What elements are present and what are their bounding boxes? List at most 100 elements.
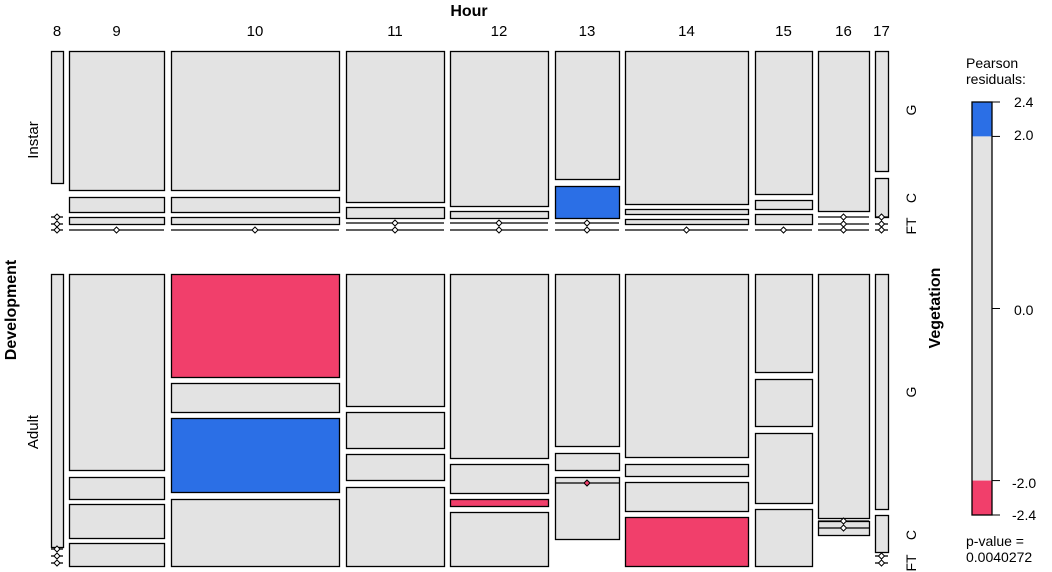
empty-cell-marker [251, 226, 259, 234]
tile-adult-h12-ft [449, 511, 550, 568]
chart-title: Hour [450, 3, 487, 20]
tile-instar-h17-g [874, 50, 890, 173]
row-label-adult: Adult [25, 414, 42, 449]
tile-instar-h16-g [817, 50, 871, 213]
row-label-instar: Instar [25, 121, 42, 159]
empty-cell-marker [112, 226, 121, 234]
empty-cell-marker [839, 524, 848, 532]
row-axis-label: Development [3, 259, 20, 360]
empty-cell-marker [495, 226, 503, 234]
tile-adult-h14-g [624, 273, 750, 459]
veg-label-c-adult: C [903, 530, 919, 540]
tile-adult-h9-c2 [68, 503, 166, 540]
tile-instar-h17-c [874, 177, 890, 219]
tile-adult-h15-g2 [754, 378, 814, 428]
tile-adult-h15-ft [754, 508, 814, 568]
empty-cell-marker [583, 226, 591, 234]
hour-label-11: 11 [387, 23, 403, 40]
veg-label-ft-adult: FT [903, 554, 919, 572]
tile-adult-h9-c [68, 476, 166, 501]
empty-cell-marker [877, 220, 886, 228]
tile-adult-h14-c [624, 481, 750, 513]
empty-cell-marker [779, 226, 788, 234]
tile-adult-h17-g [874, 273, 890, 511]
hour-label-10: 10 [247, 23, 264, 40]
tile-adult-h15-g [754, 273, 814, 374]
tile-adult-h11-ft [345, 486, 446, 568]
legend-title-line2: residuals: [966, 71, 1026, 87]
empty-cell-marker [877, 552, 886, 560]
tile-adult-h12-g [449, 273, 550, 460]
tile-adult-h14-ft [624, 516, 750, 568]
legend-tick-label-0-0: 0.0 [1014, 302, 1034, 318]
empty-cell-marker [877, 213, 886, 221]
veg-label-ft-instar: FT [903, 217, 919, 235]
empty-cell-marker [391, 226, 399, 234]
legend-positive-band [972, 102, 992, 137]
empty-cell-marker [839, 226, 848, 234]
tile-instar-h13-g [554, 50, 621, 181]
legend-neutral-band [972, 136, 992, 481]
tile-adult-h12-c2 [449, 498, 550, 508]
empty-cell-marker [53, 213, 61, 221]
empty-cell-marker [53, 220, 61, 228]
tile-instar-h10-g [170, 50, 341, 192]
hour-label-17: 17 [873, 23, 890, 40]
tile-instar-h15-c2 [754, 213, 814, 226]
tile-adult-h11-c [345, 453, 446, 482]
tile-instar-h14-g [624, 50, 750, 206]
empty-cell-marker [682, 226, 691, 234]
tile-instar-h11-g [345, 50, 446, 204]
tile-adult-h17-c [874, 514, 890, 554]
tile-adult-h13-ft [554, 476, 621, 541]
empty-cell-marker [53, 545, 61, 553]
empty-cell-marker [53, 559, 61, 567]
empty-cell-marker [839, 220, 848, 228]
tile-instar-h10-c [170, 196, 341, 214]
tile-instar-h15-g [754, 50, 814, 196]
empty-cell-marker [53, 552, 61, 560]
tile-instar-h12-g [449, 50, 550, 208]
tile-adult-h10-ft [170, 498, 341, 568]
tile-instar-h10-c2 [170, 216, 341, 226]
tile-instar-h11-c [345, 206, 446, 220]
legend: Pearson residuals: 2.4 2.0 0.0 -2.0 -2.4… [966, 55, 1036, 565]
tile-adult-h13-g [554, 273, 621, 448]
hour-label-14: 14 [678, 23, 695, 40]
hour-label-9: 9 [112, 23, 120, 40]
hour-label-12: 12 [491, 23, 508, 40]
empty-cell-marker [583, 479, 591, 487]
tile-adult-h12-c [449, 463, 550, 495]
tile-instar-h14-c2 [624, 218, 750, 226]
tile-adult-h8-g [50, 273, 65, 549]
tile-instar-h9-g [68, 50, 166, 192]
tile-instar-h12-c [449, 210, 550, 220]
veg-label-c-instar: C [903, 193, 919, 203]
legend-title-line1: Pearson [966, 55, 1018, 71]
cell-axis-label: Vegetation [927, 268, 944, 349]
empty-cell-marker [877, 226, 886, 234]
hour-label-16: 16 [835, 23, 852, 40]
pvalue-line1: p-value = [966, 533, 1024, 549]
legend-tick-label-neg-2-4: -2.4 [1012, 507, 1036, 523]
empty-cell-marker [391, 219, 399, 227]
legend-tick-label-neg-2-0: -2.0 [1012, 475, 1036, 491]
legend-tick-label-2-4: 2.4 [1014, 94, 1034, 110]
tile-adult-h13-c [554, 452, 621, 472]
empty-cell-marker [583, 219, 591, 227]
veg-label-g-adult: G [903, 387, 919, 398]
tile-instar-h14-c [624, 208, 750, 216]
empty-cell-marker [839, 517, 848, 525]
tile-adult-h10-c [170, 417, 341, 494]
empty-cell-marker [839, 213, 848, 221]
hour-label-13: 13 [579, 23, 596, 40]
hour-label-8: 8 [53, 23, 61, 40]
empty-cell-marker [53, 226, 61, 234]
tile-adult-h10-g [170, 273, 341, 379]
tile-instar-h9-c2 [68, 216, 166, 226]
tile-adult-h9-ft [68, 542, 166, 568]
tile-instar-h13-c [554, 185, 621, 220]
tile-instar-h15-c [754, 199, 814, 211]
tile-adult-h14-g2 [624, 463, 750, 478]
